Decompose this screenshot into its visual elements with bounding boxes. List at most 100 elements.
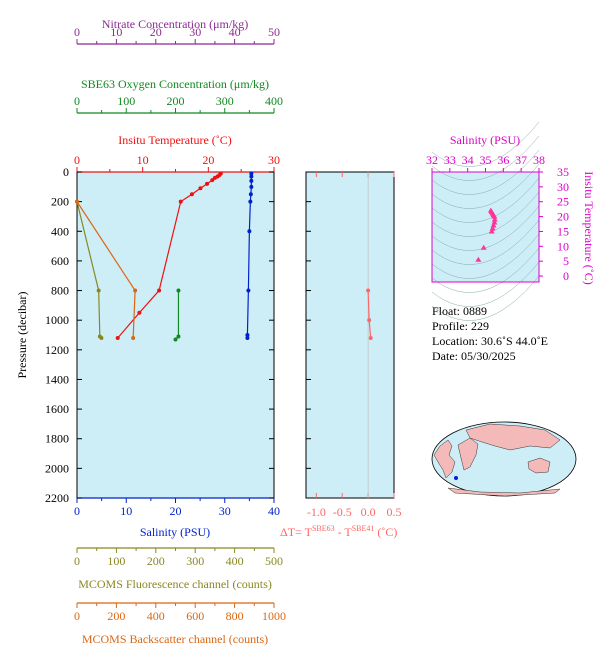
mcoms-backscatter-channel-point	[131, 335, 136, 340]
delta-t-axis-tick-label: -0.5	[333, 505, 352, 519]
delta-t-point	[367, 318, 372, 323]
fluorescence-axis-tick-label: 400	[226, 554, 244, 568]
ts-point	[491, 216, 498, 222]
nitrate-axis-tick-label: 30	[189, 25, 201, 39]
insitu-temperature-point	[198, 186, 203, 191]
ts-isopycnal-line	[431, 135, 540, 181]
ts-salinity-tick-label: 38	[533, 153, 545, 167]
pressure-axis-tick-label: 800	[51, 284, 69, 298]
insitu-temperature-point	[218, 171, 223, 176]
oxygen-axis-tick-label: 300	[216, 94, 234, 108]
insitu-temperature-point	[178, 199, 183, 204]
ts-salinity-tick-label: 36	[497, 153, 509, 167]
backscatter-axis-label: MCOMS Backscatter channel (counts)	[82, 632, 268, 646]
salinity-axis-tick-label: 0	[74, 504, 80, 518]
salinity-axis-tick-label: 40	[268, 504, 280, 518]
ts-point	[480, 244, 487, 250]
delta-t-axis-tick-label: 0.0	[361, 505, 376, 519]
float-id: Float: 0889	[432, 304, 488, 318]
salinity-point	[245, 335, 250, 340]
insitu-temperature-point	[210, 178, 215, 183]
backscatter-axis-tick-label: 400	[147, 609, 165, 623]
profile-number: Profile: 229	[432, 319, 489, 333]
salinity-point	[245, 333, 250, 337]
salinity-axis-tick-label: 10	[120, 504, 132, 518]
ts-temperature-tick-label: 5	[563, 254, 569, 268]
fluorescence-axis-tick-label: 300	[186, 554, 204, 568]
oxygen-axis-tick-label: 200	[167, 94, 185, 108]
nitrate-axis-tick-label: 40	[229, 25, 241, 39]
ts-temperature-tick-label: 35	[557, 165, 569, 179]
pressure-axis-tick-label: 1600	[45, 402, 69, 416]
ts-temperature-axis-label: Insitu Temperature (˚C)	[582, 171, 596, 285]
fluorescence-axis-tick-label: 500	[265, 554, 283, 568]
salinity-point	[249, 184, 254, 189]
pressure-axis-tick-label: 400	[51, 224, 69, 238]
mcoms-backscatter-channel-point	[133, 288, 138, 293]
delta-t-axis-label: ΔT= TSBE63 - TSBE41 (˚C)	[280, 524, 397, 539]
mcoms-fluorescence-channel-point	[99, 335, 104, 340]
backscatter-axis-tick-label: 600	[186, 609, 204, 623]
pressure-axis-tick-label: 1800	[45, 432, 69, 446]
ts-isopycnal-line	[431, 191, 540, 237]
ts-isopycnal-line	[431, 275, 540, 321]
oxygen-axis-label: SBE63 Oxygen Concentration (μm/kg)	[81, 77, 269, 91]
salinity-axis-tick-label: 30	[219, 504, 231, 518]
ts-isopycnal-line	[431, 149, 540, 195]
temperature-axis-tick-label: 30	[268, 153, 280, 167]
delta-t-point	[366, 288, 371, 293]
ts-temperature-tick-label: 20	[557, 210, 569, 224]
ts-point	[475, 256, 482, 262]
map-land-australia	[527, 457, 551, 474]
nitrate-axis-tick-label: 10	[110, 25, 122, 39]
ts-point	[491, 219, 498, 225]
ts-temperature-tick-label: 15	[557, 224, 569, 238]
ts-isopycnal-line	[431, 219, 540, 265]
oxygen-axis-tick-label: 400	[265, 94, 283, 108]
ts-salinity-tick-label: 37	[515, 153, 527, 167]
ts-temperature-tick-label: 0	[563, 269, 569, 283]
sbe63-oxygen-concentration-point	[176, 334, 181, 339]
temperature-axis-label: Insitu Temperature (˚C)	[118, 133, 232, 147]
oxygen-axis-tick-label: 0	[74, 94, 80, 108]
pressure-axis-tick-label: 2000	[45, 461, 69, 475]
backscatter-axis-tick-label: 1000	[262, 609, 286, 623]
salinity-line	[246, 173, 252, 338]
delta-t-point	[368, 335, 373, 340]
backscatter-axis-tick-label: 800	[226, 609, 244, 623]
salinity-axis-label: Salinity (PSU)	[140, 525, 210, 539]
ts-frame	[431, 171, 540, 283]
series-layer	[75, 171, 540, 342]
ts-isopycnal-line	[431, 163, 540, 209]
ts-point	[491, 213, 498, 219]
map-land-eurasia	[465, 423, 561, 451]
salinity-point	[249, 174, 254, 179]
ts-isopycnal-line	[431, 233, 540, 279]
nitrate-axis-label: Nitrate Concentration (μm/kg)	[102, 17, 248, 31]
salinity-point	[249, 178, 254, 183]
insitu-temperature-point	[115, 335, 120, 340]
ts-temperature-tick-label: 10	[557, 239, 569, 253]
fluorescence-axis-label: MCOMS Fluorescence channel (counts)	[78, 577, 272, 591]
salinity-point	[248, 199, 253, 204]
insitu-temperature-point	[189, 192, 194, 197]
temperature-axis-tick-label: 20	[202, 153, 214, 167]
float-location-marker	[454, 476, 458, 480]
insitu-temperature-point	[157, 288, 162, 293]
location: Location: 30.6˚S 44.0˚E	[432, 334, 548, 348]
mcoms-backscatter-channel-point	[75, 199, 79, 204]
float-info: Float: 0889 Profile: 229 Location: 30.6˚…	[432, 304, 548, 364]
ts-isopycnal-line	[431, 121, 540, 167]
insitu-temperature-point	[205, 181, 210, 186]
ts-temperature-tick-label: 25	[557, 195, 569, 209]
pressure-axis-tick-label: 2200	[45, 491, 69, 505]
pressure-axis-tick-label: 1000	[45, 313, 69, 327]
ts-salinity-tick-label: 35	[480, 153, 492, 167]
salinity-point	[248, 192, 253, 197]
nitrate-axis-tick-label: 0	[74, 25, 80, 39]
map-land-africa	[457, 437, 479, 471]
salinity-point	[246, 288, 251, 293]
sbe63-oxygen-concentration-point	[173, 337, 178, 342]
